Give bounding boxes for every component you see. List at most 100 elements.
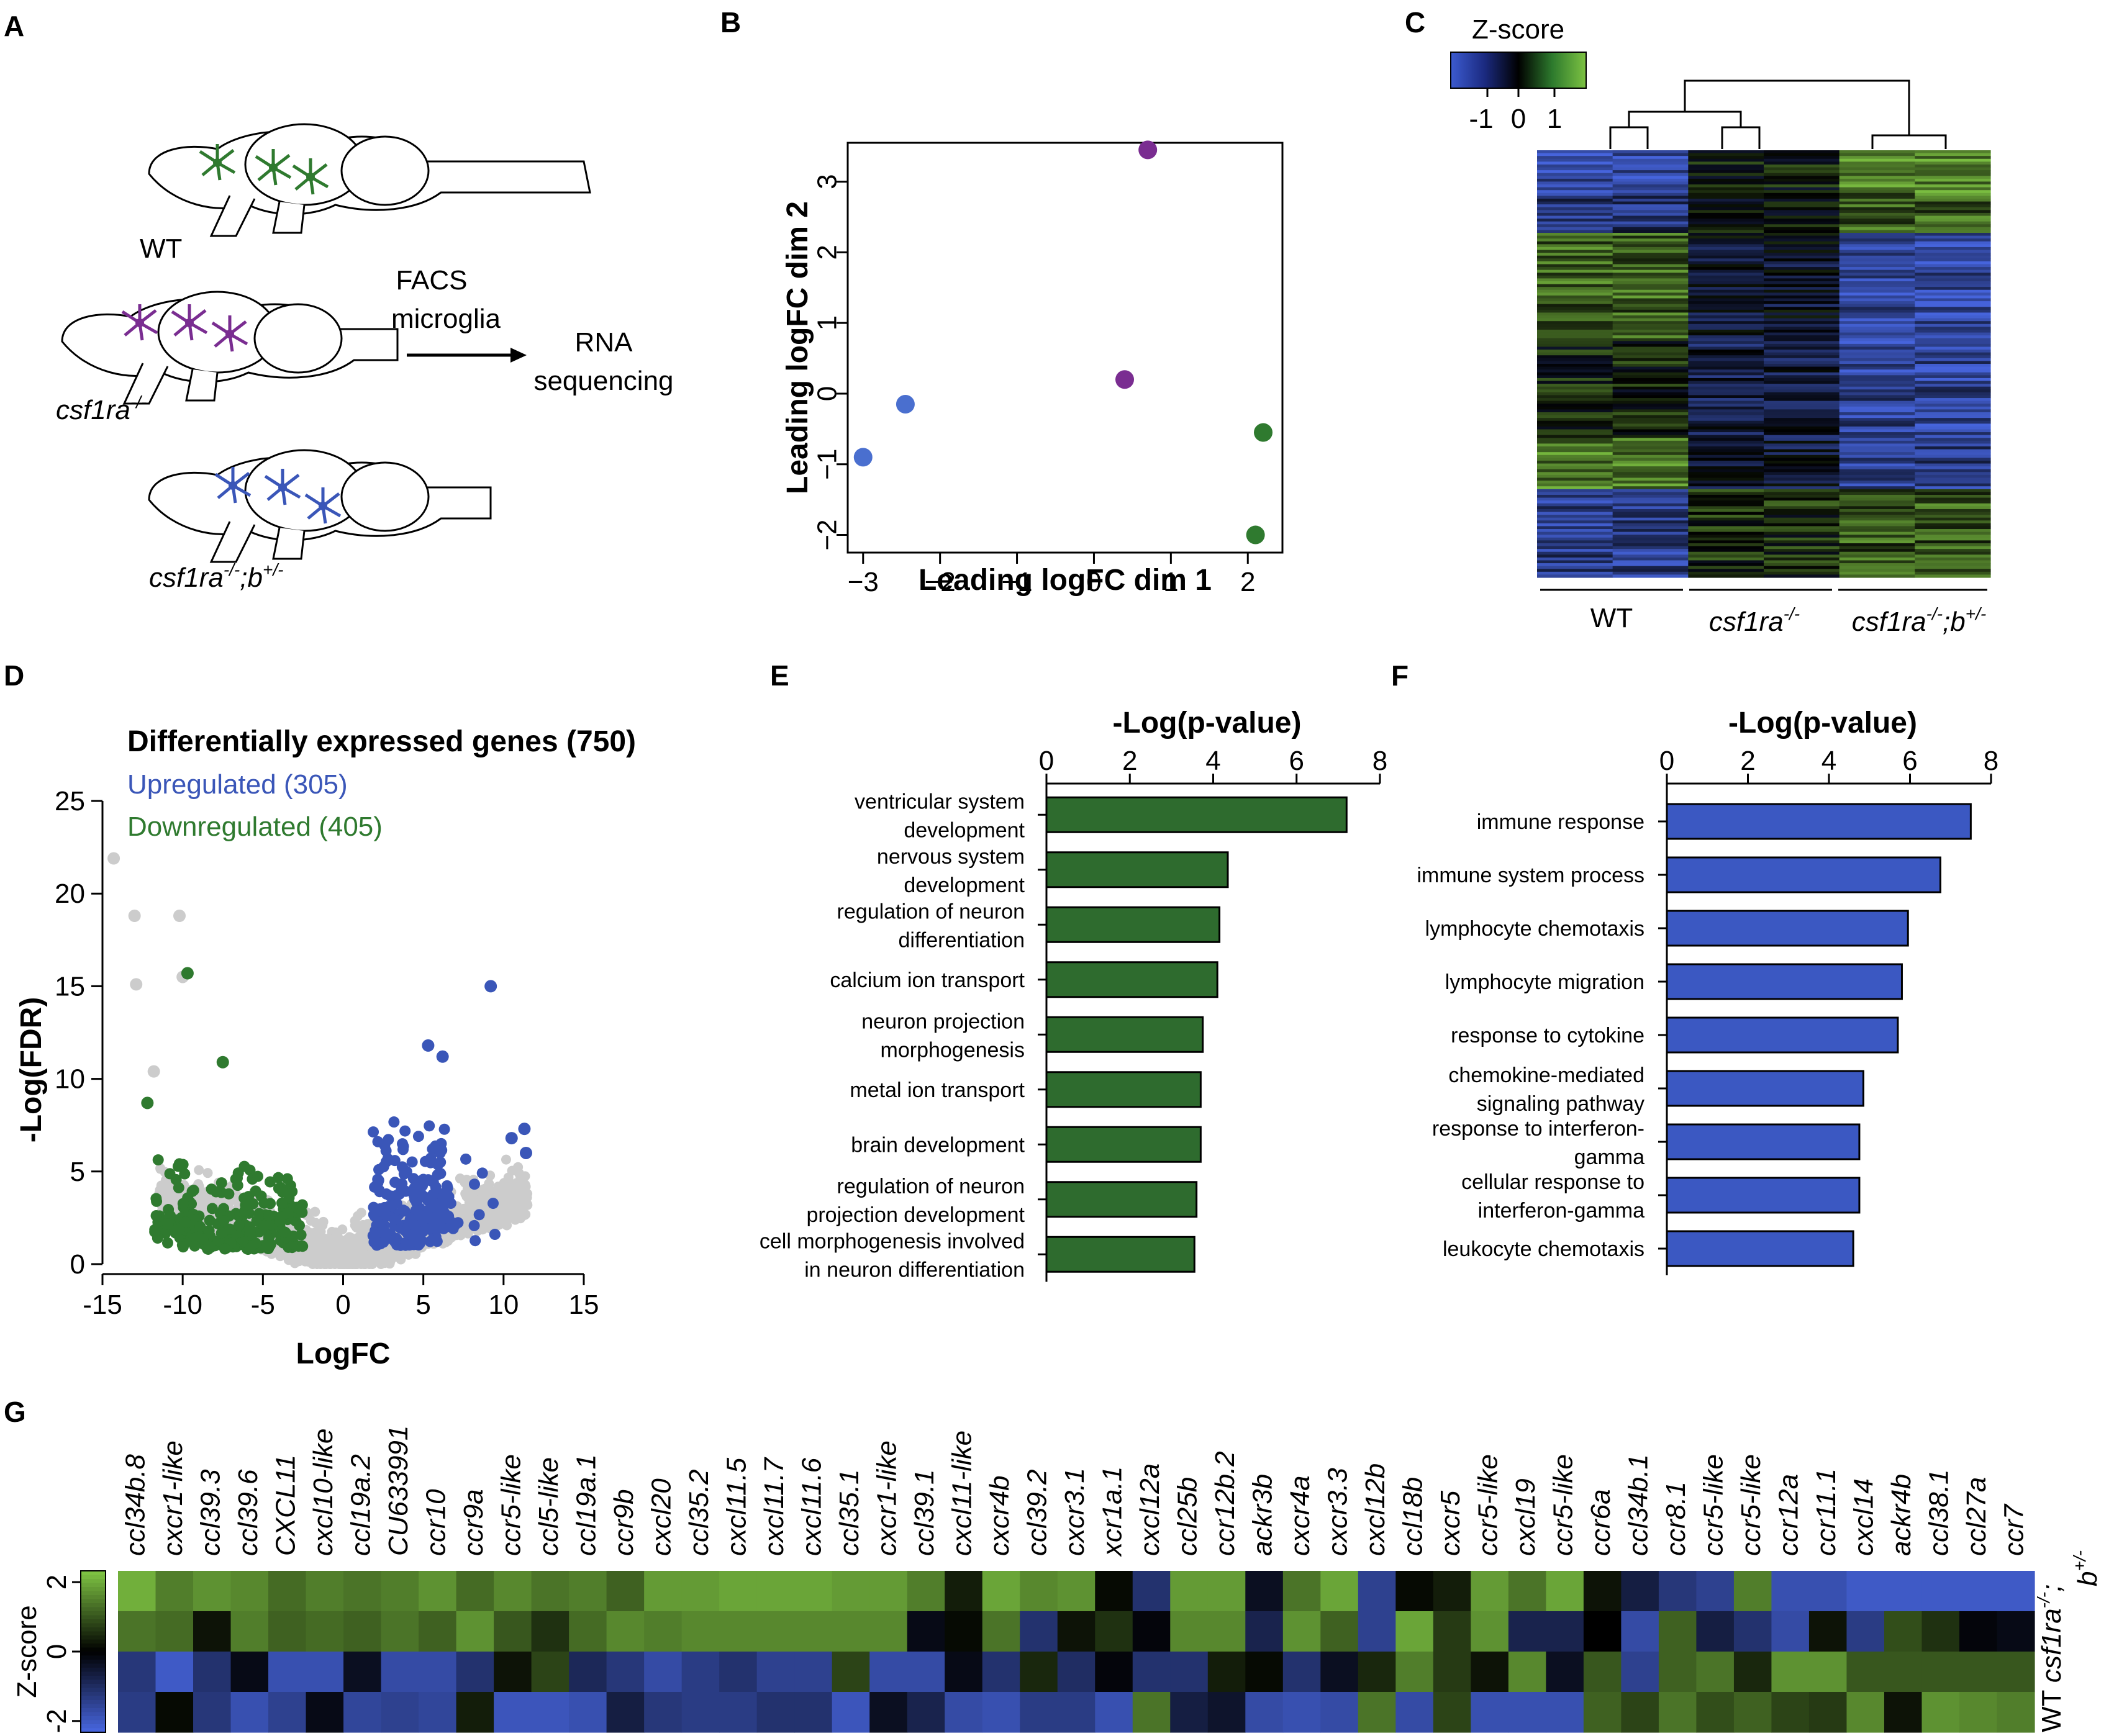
legend-step (81, 1631, 106, 1636)
dendrogram-branch (1871, 134, 1947, 149)
heatmap-cell (1433, 1571, 1471, 1612)
volcano-point (455, 1173, 465, 1184)
gene-label: ackr4b (1886, 1474, 1917, 1556)
heatmap-cell (1537, 278, 1613, 282)
heatmap-cell (1915, 198, 1991, 202)
heatmap-cell (681, 1611, 720, 1652)
heatmap-cell (1915, 452, 1991, 456)
heatmap-cell (1537, 543, 1613, 547)
heatmap-cell (1537, 181, 1613, 185)
heatmap-cell (1764, 198, 1840, 202)
heatmap-cell (1915, 404, 1991, 407)
heatmap-cell (1764, 361, 1840, 364)
volcano-point (165, 1210, 176, 1222)
heatmap-cell (1839, 338, 1915, 341)
x-tick-label: 2 (1240, 567, 1255, 597)
heatmap-cell (1764, 546, 1840, 549)
heatmap-cell (1612, 315, 1689, 319)
heatmap-cell (1688, 549, 1764, 553)
heatmap-cell (1915, 307, 1991, 310)
heatmap-cell (1839, 400, 1915, 404)
heatmap-cell (1612, 167, 1689, 171)
heatmap-cell (1537, 161, 1613, 165)
heatmap-cell (1764, 278, 1840, 282)
heatmap-cell (1808, 1692, 1848, 1733)
heatmap-cell (1612, 517, 1689, 521)
heatmap-cell (230, 1652, 269, 1693)
heatmap-cell (494, 1571, 532, 1612)
heatmap-cell (1839, 537, 1915, 541)
heatmap-cell (1839, 238, 1915, 242)
heatmap-cell (1764, 332, 1840, 336)
heatmap-cell (1764, 150, 1840, 154)
go-term-label: lymphocyte chemotaxis (1425, 917, 1644, 941)
heatmap-cell (1915, 158, 1991, 162)
legend-step (81, 1663, 106, 1668)
heatmap-cell (1839, 549, 1915, 553)
volcano-point (505, 1132, 518, 1145)
heatmap-cell (1915, 546, 1991, 549)
volcano-point (388, 1213, 400, 1225)
heatmap-cell (531, 1611, 569, 1652)
heatmap-cell (1537, 509, 1613, 513)
y-tick-label: 10 (55, 1064, 85, 1095)
heatmap-cell (381, 1571, 419, 1612)
heatmap-cell (1764, 238, 1840, 242)
heatmap-cell (1282, 1652, 1321, 1693)
gene-label: ccr5-like (496, 1454, 526, 1556)
volcano-point (460, 1188, 471, 1199)
heatmap-cell (1688, 389, 1764, 393)
heatmap-cell (1915, 531, 1991, 535)
heatmap-cell (1846, 1692, 1885, 1733)
heatmap-cell (1537, 221, 1613, 225)
heatmap-cell (1537, 384, 1613, 387)
heatmap-cell (756, 1692, 795, 1733)
heatmap-cell (1612, 358, 1689, 362)
heatmap-cell (1612, 440, 1689, 445)
heatmap-cell (1537, 227, 1613, 231)
volcano-point (332, 1231, 343, 1242)
heatmap-cell (1839, 503, 1915, 507)
go-term-label: immune system process (1417, 864, 1644, 887)
heatmap-cell (1688, 481, 1764, 484)
heatmap-cell (1839, 571, 1915, 576)
heatmap-cell (681, 1571, 720, 1612)
heatmap-cell (1612, 304, 1689, 307)
heatmap-cell (1020, 1652, 1058, 1693)
legend-step (81, 1619, 106, 1624)
gene-label: cxcl20 (646, 1478, 676, 1556)
volcano-point (296, 1206, 308, 1218)
heatmap-cell (1658, 1571, 1697, 1612)
heatmap-cell (1764, 230, 1840, 233)
heatmap-cell (1688, 571, 1764, 576)
heatmap-cell (1621, 1571, 1659, 1612)
heatmap-cell (1537, 190, 1613, 194)
go-term-bar (1045, 906, 1221, 943)
heatmap-cell (1537, 540, 1613, 544)
heatmap-cell (1471, 1611, 1509, 1652)
heatmap-cell (1688, 454, 1764, 458)
volcano-point (452, 1217, 464, 1229)
volcano-point (353, 1211, 363, 1221)
heatmap-cell (1915, 170, 1991, 174)
volcano-point (468, 1219, 480, 1231)
heatmap-cell (1764, 227, 1840, 231)
heatmap-cell (1688, 440, 1764, 445)
heatmap-cell (1764, 386, 1840, 390)
heatmap-cell (1612, 212, 1689, 217)
volcano-point (265, 1239, 276, 1251)
heatmap-cell (1612, 364, 1689, 368)
dendrogram-branch (1628, 111, 1742, 127)
heatmap-cell (1170, 1692, 1209, 1733)
heatmap-cell (1915, 420, 1991, 424)
x-tick-label: −3 (848, 567, 879, 597)
heatmap-cell (1612, 201, 1689, 205)
heatmap-cell (1915, 323, 1991, 327)
volcano-point (397, 1205, 409, 1216)
legend-tick-label: 2 (42, 1575, 72, 1589)
heatmap-g-color-key (80, 1570, 106, 1733)
heatmap-cell (1537, 241, 1613, 245)
gene-label: ccr7 (1999, 1503, 2030, 1556)
heatmap-cell (1915, 560, 1991, 564)
heatmap-cell (1771, 1692, 1810, 1733)
